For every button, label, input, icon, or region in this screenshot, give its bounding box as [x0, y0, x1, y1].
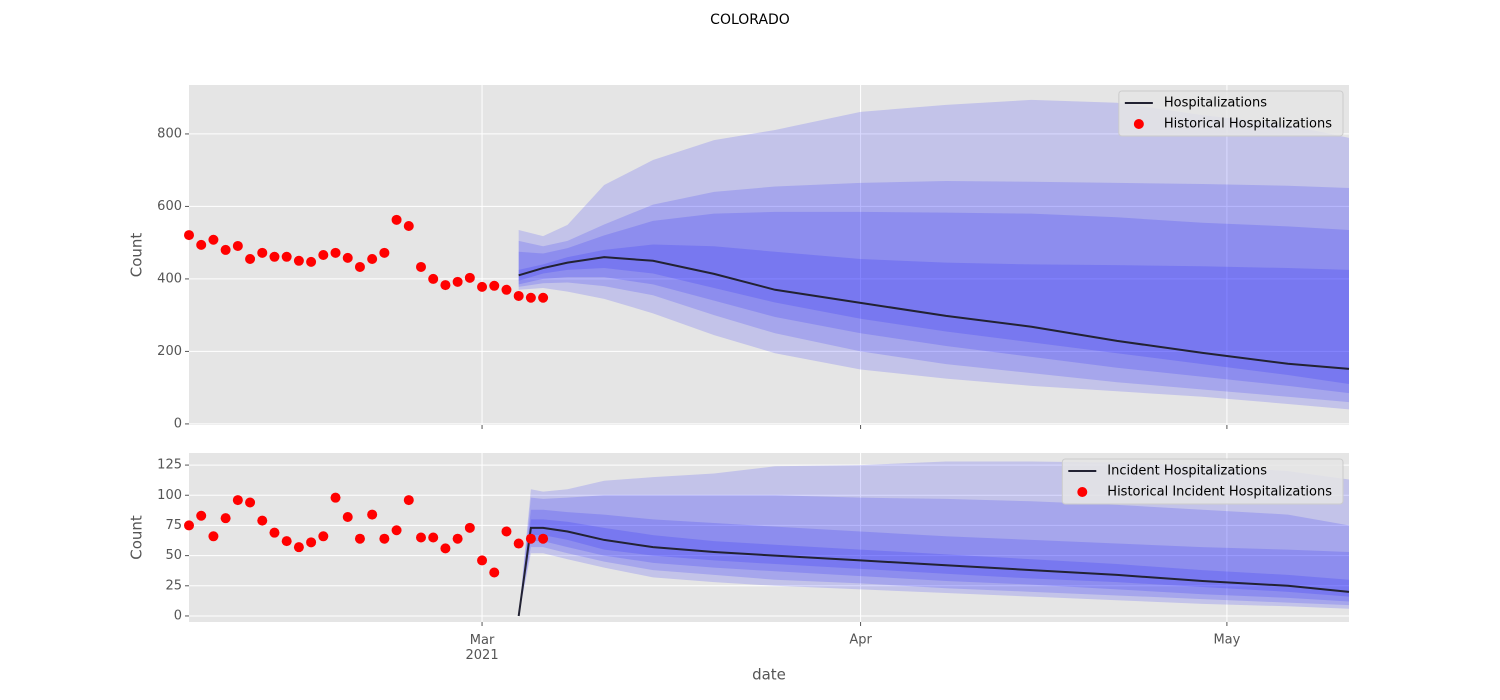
data-point	[501, 526, 512, 537]
data-point	[440, 280, 451, 291]
data-point	[306, 256, 317, 267]
data-point	[513, 290, 524, 301]
y-tick-label: 200	[157, 344, 182, 359]
legend-label: Historical Incident Hospitalizations	[1107, 485, 1332, 500]
data-point	[489, 280, 500, 291]
forecast-band	[518, 519, 1349, 616]
data-point	[367, 253, 378, 264]
data-point	[184, 520, 194, 531]
legend: Incident Hospitalizations Historical Inci…	[1061, 458, 1344, 505]
forecast-band	[518, 211, 1349, 394]
data-point	[293, 255, 304, 266]
legend-symbol	[1133, 119, 1144, 129]
data-point	[354, 261, 365, 272]
data-point	[342, 252, 353, 263]
data-point	[452, 533, 463, 544]
data-point	[220, 513, 231, 524]
data-point	[416, 532, 426, 543]
legend-symbol	[1077, 487, 1088, 497]
data-point	[232, 240, 243, 251]
data-point	[232, 495, 243, 506]
data-point	[196, 239, 207, 250]
data-point	[403, 221, 414, 232]
legend-box	[1118, 90, 1344, 137]
legend-label: Historical Hospitalizations	[1164, 117, 1332, 132]
data-point	[501, 284, 512, 295]
data-point	[440, 543, 451, 554]
x-tick-label: May	[1213, 633, 1240, 648]
data-point	[464, 522, 475, 533]
data-point	[281, 536, 292, 547]
data-point	[257, 247, 268, 258]
data-point	[342, 511, 353, 522]
data-point	[391, 214, 402, 225]
forecast-band	[518, 509, 1349, 616]
data-point	[379, 533, 390, 544]
median-line	[517, 526, 1350, 617]
data-point	[245, 497, 256, 508]
data-point	[306, 537, 317, 548]
data-point	[525, 533, 536, 544]
legend: Hospitalizations Historical Hospitalizati…	[1118, 90, 1344, 137]
data-point	[245, 253, 256, 264]
y-tick-label: 0	[174, 608, 182, 623]
y-tick-label: 100	[157, 488, 182, 503]
data-point	[464, 272, 475, 283]
data-point	[318, 250, 329, 260]
data-point	[379, 247, 390, 258]
data-point	[330, 492, 341, 503]
data-point	[513, 538, 524, 549]
legend-label: Hospitalizations	[1164, 96, 1267, 111]
y-axis-label: Count	[128, 515, 146, 560]
data-point	[525, 292, 536, 303]
x-tick-label: Apr	[849, 633, 872, 648]
y-axis-label: Count	[128, 233, 146, 278]
data-point	[416, 261, 426, 272]
data-point	[208, 531, 219, 542]
y-tick-label: 600	[157, 199, 182, 214]
data-point	[257, 515, 268, 526]
data-point	[281, 251, 292, 262]
data-point	[538, 533, 549, 544]
y-tick-label: 50	[165, 548, 182, 563]
forecast-band	[518, 495, 1349, 616]
data-point	[477, 281, 488, 292]
y-tick-label: 400	[157, 271, 182, 286]
y-tick-label: 0	[174, 416, 182, 431]
data-point	[403, 495, 414, 506]
data-point	[354, 533, 365, 544]
data-point	[428, 532, 439, 543]
data-point	[293, 542, 304, 553]
data-point	[489, 567, 500, 578]
data-point	[330, 247, 341, 258]
data-point	[220, 244, 231, 255]
data-point	[184, 230, 194, 241]
data-point	[452, 276, 463, 287]
y-tick-label: 25	[165, 578, 182, 593]
forecast-band	[518, 181, 1349, 403]
legend-label: Incident Hospitalizations	[1107, 464, 1267, 479]
median-line	[518, 256, 1350, 370]
data-point	[318, 531, 329, 542]
data-point	[269, 251, 280, 262]
legend-box	[1061, 458, 1344, 505]
y-tick-label: 75	[165, 518, 182, 533]
data-point	[196, 510, 207, 521]
x-axis-label: date	[752, 666, 786, 684]
y-tick-label: 800	[157, 126, 182, 141]
data-point	[538, 292, 549, 303]
figure-title: COLORADO	[710, 12, 790, 28]
forecast-band	[518, 99, 1349, 410]
data-point	[428, 273, 439, 284]
data-point	[477, 555, 488, 566]
x-tick-label: Mar 2021	[466, 633, 499, 663]
data-point	[208, 234, 219, 245]
data-point	[367, 509, 378, 520]
data-point	[391, 525, 402, 536]
data-point	[269, 527, 280, 538]
y-tick-label: 125	[157, 458, 182, 473]
